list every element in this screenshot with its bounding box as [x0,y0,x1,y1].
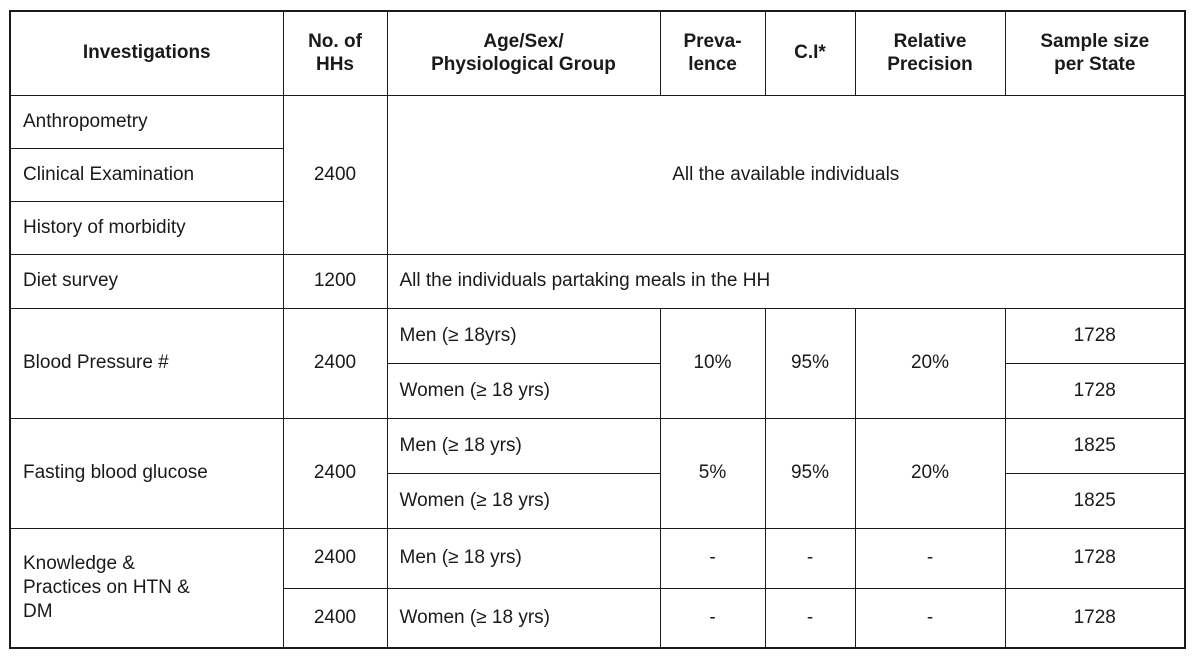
cell-prevalence: 5% [659,417,766,529]
header-sample-size: Sample size per State [1004,10,1186,96]
cell-prevalence: - [659,587,766,649]
row-history-of-morbidity: History of morbidity [9,200,1185,255]
header-no-of-hhs: No. of HHs [282,10,388,96]
cell-relative-precision: 20% [854,417,1006,529]
cell-investigation: Fasting blood glucose [9,417,284,529]
header-row: Investigations No. of HHs Age/Sex/ Physi… [9,10,1186,96]
cell-age-sex-group: Women (≥ 18 yrs) [386,472,661,529]
cell-no-of-hhs: 2400 [282,417,388,529]
cell-ci: 95% [764,307,856,419]
row-diet-survey: Diet survey 1200 All the individuals par… [9,253,1186,309]
cell-age-sex-group: Men (≥ 18 yrs) [386,417,661,474]
header-relative-precision: Relative Precision [854,10,1006,96]
cell-no-of-hhs: 2400 [282,307,388,419]
cell-no-of-hhs: 1200 [282,253,388,309]
cell-investigation: Anthropometry [9,94,284,149]
sampling-design-table: Investigations No. of HHs Age/Sex/ Physi… [9,10,1186,649]
cell-group-note: All the available individuals [386,94,1186,255]
row-knowledge-women: 2400 Women (≥ 18 yrs) - - - 1728 [10,587,1186,649]
row-blood-pressure-men: Blood Pressure # 2400 Men (≥ 18yrs) 10% … [9,307,1186,419]
cell-age-sex-group: Men (≥ 18 yrs) [386,527,661,589]
cell-sample-size: 1825 [1004,472,1186,529]
cell-investigation: Knowledge & Practices on HTN & DM [9,527,284,649]
row-clinical-examination: Clinical Examination [9,147,1185,202]
cell-prevalence: - [659,527,766,589]
cell-age-sex-group: Men (≥ 18yrs) [386,307,661,364]
cell-relative-precision: - [854,527,1006,589]
cell-sample-size: 1825 [1004,417,1186,474]
header-age-sex-group: Age/Sex/ Physiological Group [386,10,661,96]
header-investigations: Investigations [9,10,284,96]
cell-investigation: History of morbidity [9,200,284,255]
cell-age-sex-group: Women (≥ 18 yrs) [386,362,661,419]
row-anthropometry: Anthropometry 2400 All the available ind… [9,94,1186,255]
header-prevalence: Preva- lence [659,10,766,96]
cell-investigation: Clinical Examination [9,147,284,202]
cell-relative-precision: 20% [854,307,1006,419]
cell-group-note: All the individuals partaking meals in t… [386,253,1186,309]
cell-ci: - [764,527,856,589]
row-fasting-glucose-women: Women (≥ 18 yrs) 1825 [10,472,1186,529]
cell-sample-size: 1728 [1004,307,1186,364]
cell-investigation: Diet survey [9,253,284,309]
cell-investigation: Blood Pressure # [9,307,284,419]
row-blood-pressure-women: Women (≥ 18 yrs) 1728 [10,362,1186,419]
row-knowledge-men: Knowledge & Practices on HTN & DM 2400 M… [9,527,1186,649]
cell-sample-size: 1728 [1004,362,1186,419]
cell-ci: - [764,587,856,649]
cell-ci: 95% [764,417,856,529]
cell-sample-size: 1728 [1004,587,1186,649]
cell-relative-precision: - [854,587,1006,649]
row-fasting-glucose-men: Fasting blood glucose 2400 Men (≥ 18 yrs… [9,417,1186,529]
cell-no-of-hhs: 2400 [282,94,388,255]
cell-age-sex-group: Women (≥ 18 yrs) [386,587,661,649]
header-ci: C.I* [764,10,856,96]
cell-sample-size: 1728 [1004,527,1186,589]
cell-no-of-hhs: 2400 [282,527,388,589]
cell-no-of-hhs: 2400 [282,587,388,649]
cell-prevalence: 10% [659,307,766,419]
